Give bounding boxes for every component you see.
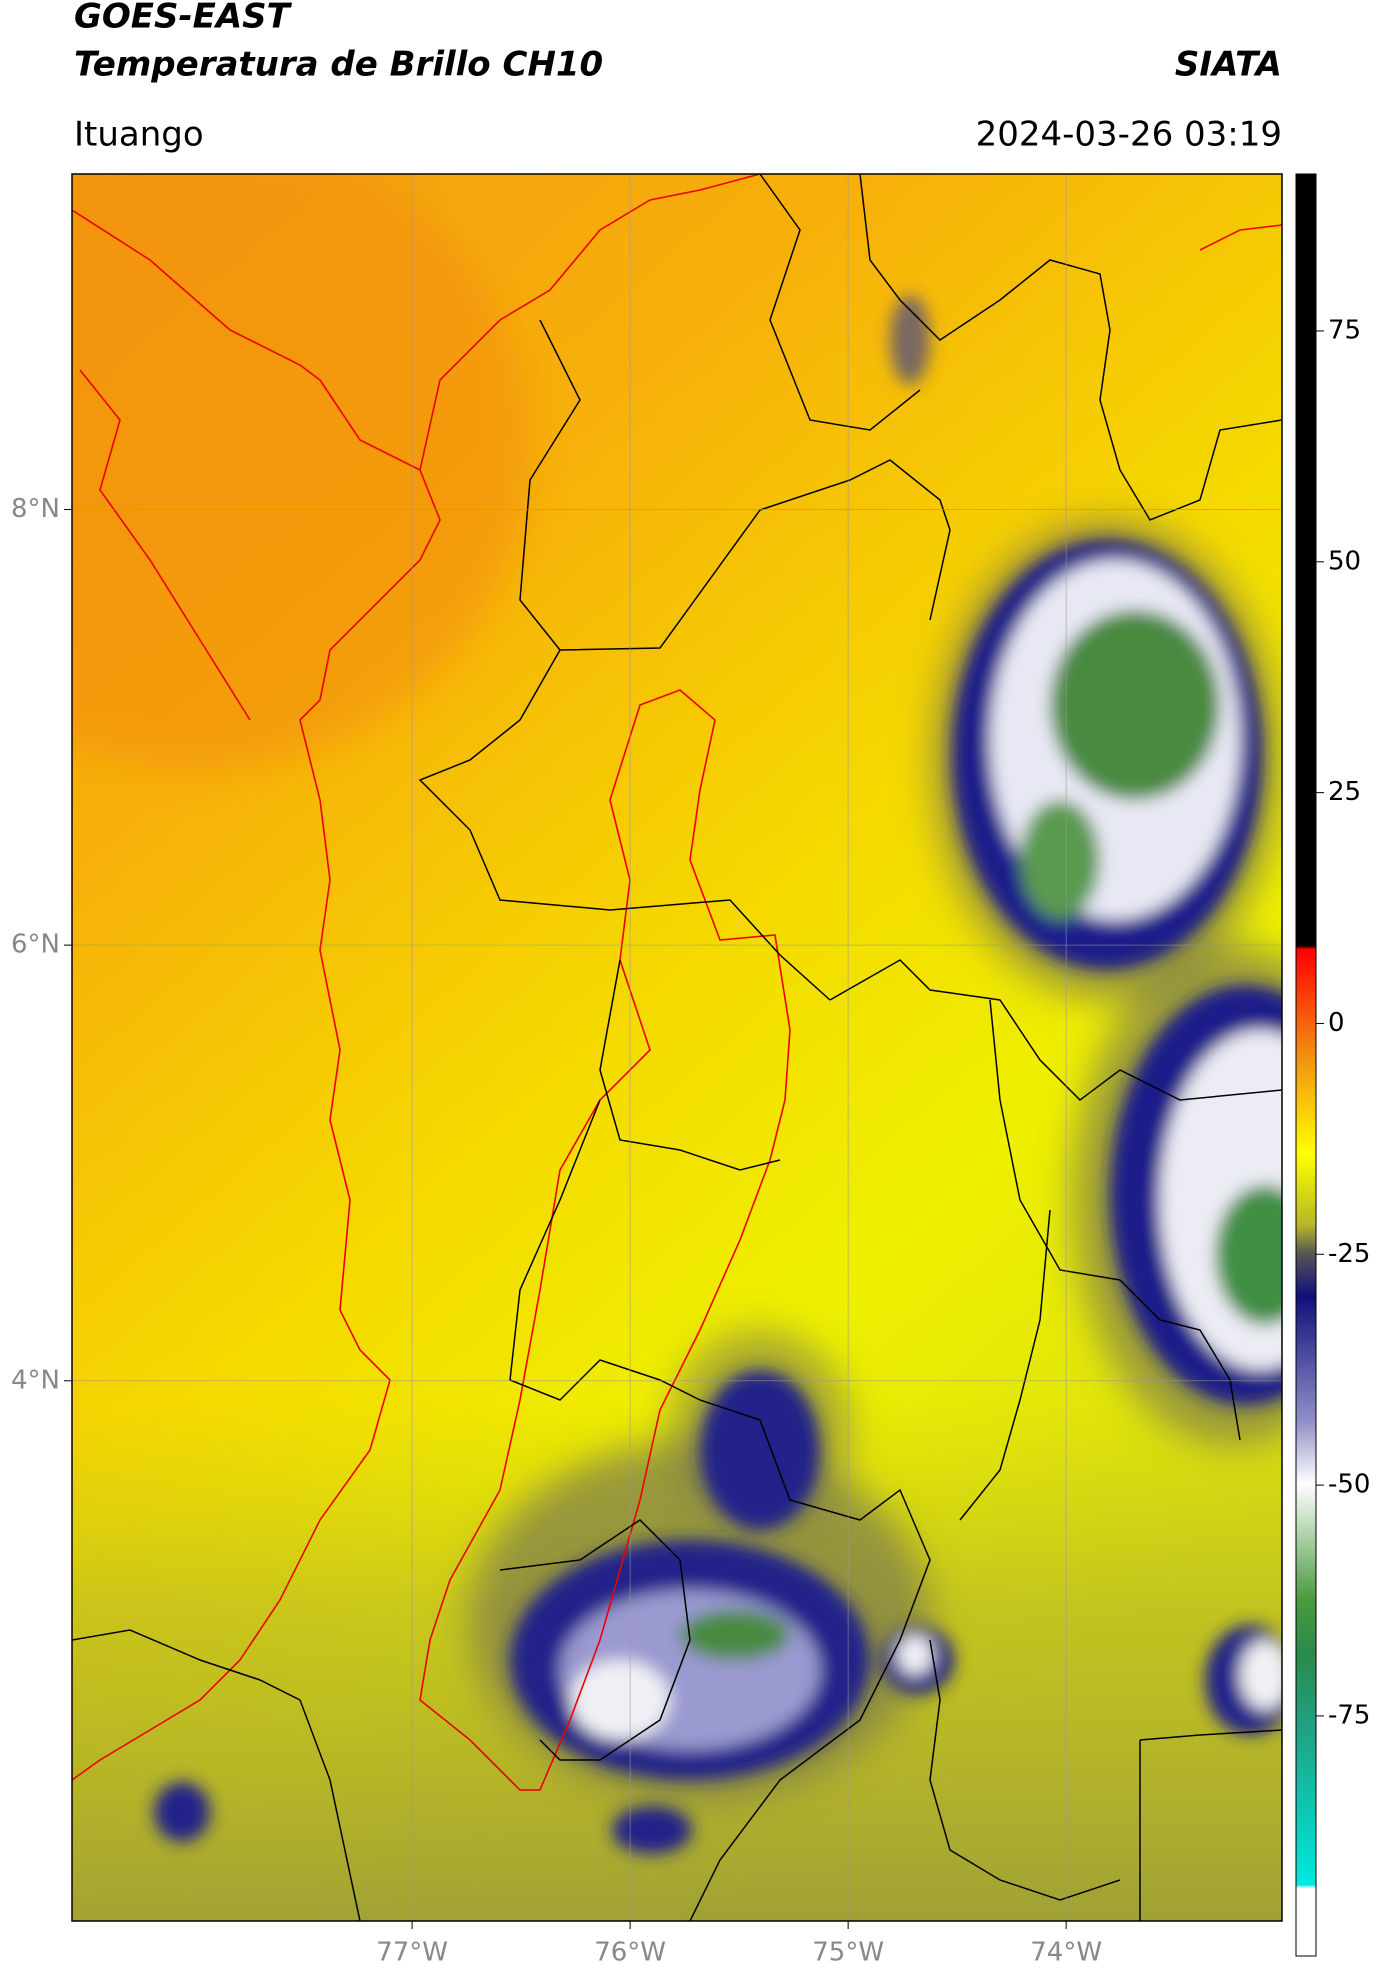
y-tick-label: 6°N	[11, 930, 60, 960]
y-tick-label: 8°N	[11, 494, 60, 524]
map-image	[72, 174, 1282, 1921]
colorbar-tick-label: 50	[1328, 546, 1361, 576]
graticule: 77°W 76°W 75°W 74°W 8°N 6°N 4°N	[11, 174, 1282, 1968]
datetime: 2024-03-26 03:19	[976, 115, 1282, 155]
title: GOES-EAST	[74, 0, 293, 37]
y-tick-label: 4°N	[11, 1365, 60, 1395]
brand: SIATA	[1175, 45, 1282, 85]
colorbar-tick-label: -75	[1328, 1700, 1370, 1730]
x-tick-label: 76°W	[594, 1938, 666, 1968]
colorbar-ticks: 75 50 25 0 -25 -50 -75	[1316, 315, 1370, 1730]
colorbar-tick-label: -50	[1328, 1470, 1370, 1500]
colorbar-tick-label: -25	[1328, 1239, 1370, 1269]
colorbar-tick-label: 75	[1328, 315, 1361, 345]
location: Ituango	[74, 115, 204, 155]
map-frame	[71, 173, 1283, 1922]
colorbar	[1295, 173, 1317, 1957]
x-tick-label: 77°W	[376, 1938, 448, 1968]
colorbar-tick-label: 25	[1328, 777, 1361, 807]
colorbar-tick-label: 0	[1328, 1008, 1345, 1038]
x-tick-label: 75°W	[812, 1938, 884, 1968]
x-tick-label: 74°W	[1030, 1938, 1102, 1968]
subtitle: Temperatura de Brillo CH10	[74, 45, 603, 85]
